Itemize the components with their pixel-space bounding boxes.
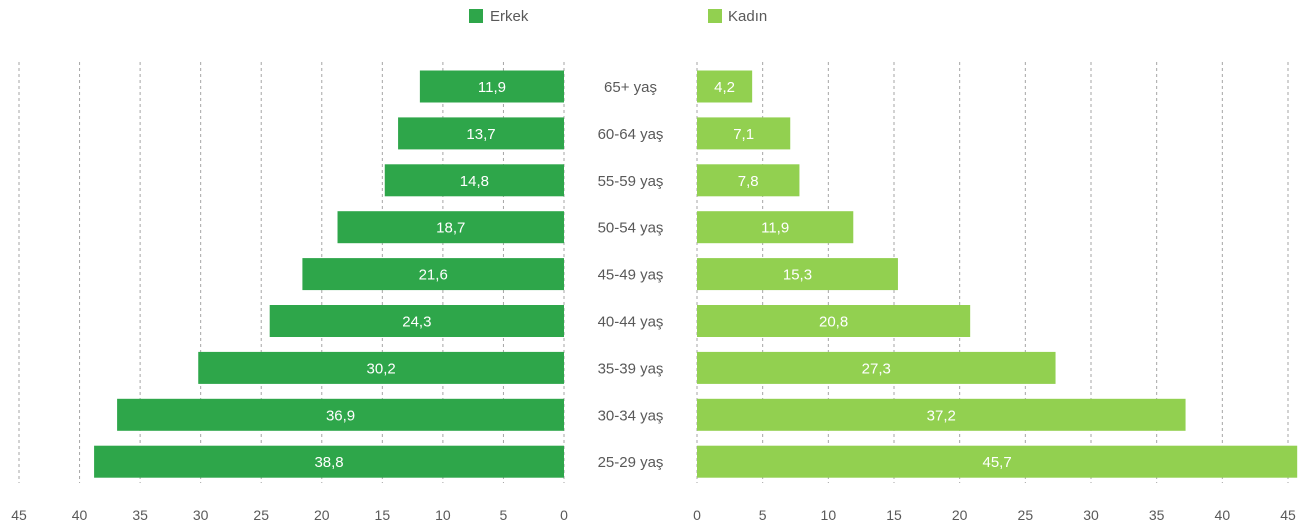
data-label-erkek: 38,8 <box>314 454 343 471</box>
x-tick-left: 25 <box>253 507 269 523</box>
bar-erkek <box>419 70 564 103</box>
bar-kadin <box>697 211 854 244</box>
bar-kadin <box>697 351 1056 384</box>
right-x-axis-ticks: 0 5 10 15 20 25 30 35 40 45 <box>693 507 1296 523</box>
x-tick-left: 0 <box>560 507 568 523</box>
data-label-kadin: 27,3 <box>862 360 891 377</box>
x-tick-right: 30 <box>1083 507 1099 523</box>
data-label-erkek: 30,2 <box>367 360 396 377</box>
category-label: 25-29 yaş <box>598 454 664 471</box>
x-tick-left: 45 <box>11 507 27 523</box>
x-tick-left: 10 <box>435 507 451 523</box>
bar-kadin <box>697 445 1298 478</box>
bar-erkek <box>94 445 564 478</box>
kadin-bars: 4,2 7,1 7,8 11,9 15,3 20,8 27,3 37,2 45,7 <box>697 70 1298 478</box>
legend-label-erkek: Erkek <box>490 8 529 25</box>
data-label-kadin: 11,9 <box>761 220 789 237</box>
x-tick-right: 10 <box>821 507 837 523</box>
data-label-erkek: 36,9 <box>326 407 355 424</box>
bar-kadin <box>697 70 753 103</box>
data-label-kadin: 4,2 <box>714 79 735 96</box>
bar-kadin <box>697 164 800 197</box>
x-tick-right: 15 <box>886 507 902 523</box>
data-label-erkek: 24,3 <box>402 314 431 331</box>
data-label-erkek: 13,7 <box>466 126 495 143</box>
x-tick-left: 15 <box>375 507 391 523</box>
bar-erkek <box>398 117 564 150</box>
bar-erkek <box>302 258 564 291</box>
data-label-kadin: 15,3 <box>783 267 812 284</box>
bar-kadin <box>697 305 971 337</box>
bar-erkek <box>384 164 564 197</box>
bar-kadin <box>697 117 791 150</box>
x-tick-right: 20 <box>952 507 968 523</box>
data-label-kadin: 37,2 <box>927 407 956 424</box>
bar-erkek <box>337 211 564 244</box>
legend: Erkek Kadın <box>469 8 767 25</box>
legend-label-kadin: Kadın <box>728 8 767 25</box>
data-label-kadin: 20,8 <box>819 314 848 331</box>
category-label: 30-34 yaş <box>598 407 664 424</box>
legend-item-erkek: Erkek <box>469 8 529 25</box>
data-label-erkek: 21,6 <box>419 267 448 284</box>
data-label-kadin: 7,1 <box>733 126 754 143</box>
data-label-erkek: 11,9 <box>478 79 506 96</box>
bar-kadin <box>697 398 1186 431</box>
legend-item-kadin: Kadın <box>708 8 767 25</box>
data-label-kadin: 7,8 <box>738 173 759 190</box>
x-tick-right: 40 <box>1215 507 1231 523</box>
category-labels: 65+ yaş 60-64 yaş 55-59 yaş 50-54 yaş 45-49 … <box>598 79 664 471</box>
category-label: 40-44 yaş <box>598 314 664 331</box>
legend-swatch-erkek <box>469 9 483 23</box>
x-tick-right: 25 <box>1018 507 1034 523</box>
category-label: 60-64 yaş <box>598 126 664 143</box>
legend-swatch-kadin <box>708 9 722 23</box>
category-label: 35-39 yaş <box>598 360 664 377</box>
bar-erkek <box>269 305 564 337</box>
left-x-axis-ticks: 0 5 10 15 20 25 30 35 40 45 <box>11 507 568 523</box>
data-label-erkek: 18,7 <box>436 220 465 237</box>
erkek-bars: 11,9 13,7 14,8 18,7 21,6 24,3 30,2 36,9 38,8 <box>94 70 564 478</box>
x-tick-left: 30 <box>193 507 209 523</box>
category-label: 65+ yaş <box>604 79 657 96</box>
category-label: 50-54 yaş <box>598 220 664 237</box>
x-tick-right: 0 <box>693 507 701 523</box>
bar-erkek <box>198 351 564 384</box>
data-label-kadin: 45,7 <box>982 454 1011 471</box>
x-tick-left: 35 <box>132 507 148 523</box>
x-tick-left: 40 <box>72 507 88 523</box>
bar-kadin <box>697 258 898 291</box>
x-tick-left: 20 <box>314 507 330 523</box>
category-label: 45-49 yaş <box>598 267 664 284</box>
x-tick-right: 45 <box>1280 507 1296 523</box>
category-label: 55-59 yaş <box>598 173 664 190</box>
x-tick-right: 35 <box>1149 507 1165 523</box>
x-tick-left: 5 <box>500 507 508 523</box>
bar-erkek <box>117 398 564 431</box>
data-label-erkek: 14,8 <box>460 173 489 190</box>
x-tick-right: 5 <box>759 507 767 523</box>
